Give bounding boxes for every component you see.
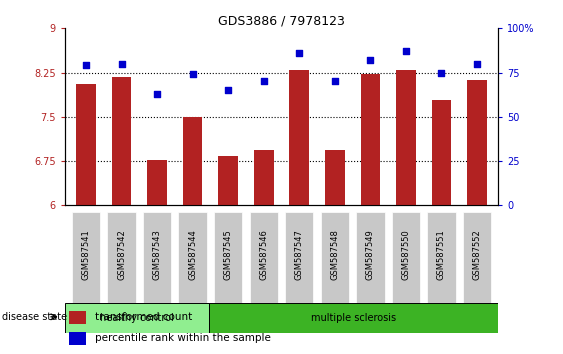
Text: GSM587544: GSM587544 [188,229,197,280]
Text: GSM587545: GSM587545 [224,229,233,280]
Point [366,57,375,63]
Text: GSM587546: GSM587546 [259,229,268,280]
Point [401,48,410,54]
Text: GSM587551: GSM587551 [437,229,446,280]
FancyBboxPatch shape [178,212,207,303]
Bar [218,156,238,205]
Point [82,63,91,68]
FancyBboxPatch shape [427,212,455,303]
Text: GSM587547: GSM587547 [295,229,304,280]
Text: GSM587552: GSM587552 [472,229,481,280]
Bar [77,84,96,205]
Point [188,72,197,77]
Text: healthy control: healthy control [100,313,174,323]
Title: GDS3886 / 7978123: GDS3886 / 7978123 [218,14,345,27]
Bar [325,150,345,205]
Point [472,61,481,67]
Point [259,79,268,84]
Text: GSM587541: GSM587541 [82,229,91,280]
Text: GSM587550: GSM587550 [401,229,410,280]
FancyBboxPatch shape [392,212,420,303]
Bar [396,70,415,205]
Point [153,91,162,97]
Bar [69,311,87,324]
Text: GSM587542: GSM587542 [117,229,126,280]
FancyBboxPatch shape [463,212,491,303]
Bar [360,74,380,205]
Bar [432,100,451,205]
Bar [467,80,486,205]
Point [330,79,339,84]
FancyBboxPatch shape [72,212,100,303]
Text: transformed count: transformed count [95,312,193,322]
FancyBboxPatch shape [108,212,136,303]
Text: GSM587543: GSM587543 [153,229,162,280]
Bar [69,332,87,345]
Text: GSM587548: GSM587548 [330,229,339,280]
Point [295,50,304,56]
Point [437,70,446,75]
Bar [65,303,209,333]
Text: GSM587549: GSM587549 [366,229,375,280]
Bar [148,160,167,205]
Bar [289,70,309,205]
Text: disease state: disease state [2,312,67,322]
Bar [209,303,498,333]
Text: multiple sclerosis: multiple sclerosis [311,313,396,323]
FancyBboxPatch shape [320,212,349,303]
FancyBboxPatch shape [249,212,278,303]
Bar [254,150,274,205]
FancyBboxPatch shape [214,212,243,303]
Point [117,61,126,67]
Bar [183,117,203,205]
Bar [112,77,131,205]
FancyBboxPatch shape [143,212,171,303]
Text: percentile rank within the sample: percentile rank within the sample [95,333,271,343]
FancyBboxPatch shape [285,212,314,303]
FancyBboxPatch shape [356,212,385,303]
Point [224,87,233,93]
